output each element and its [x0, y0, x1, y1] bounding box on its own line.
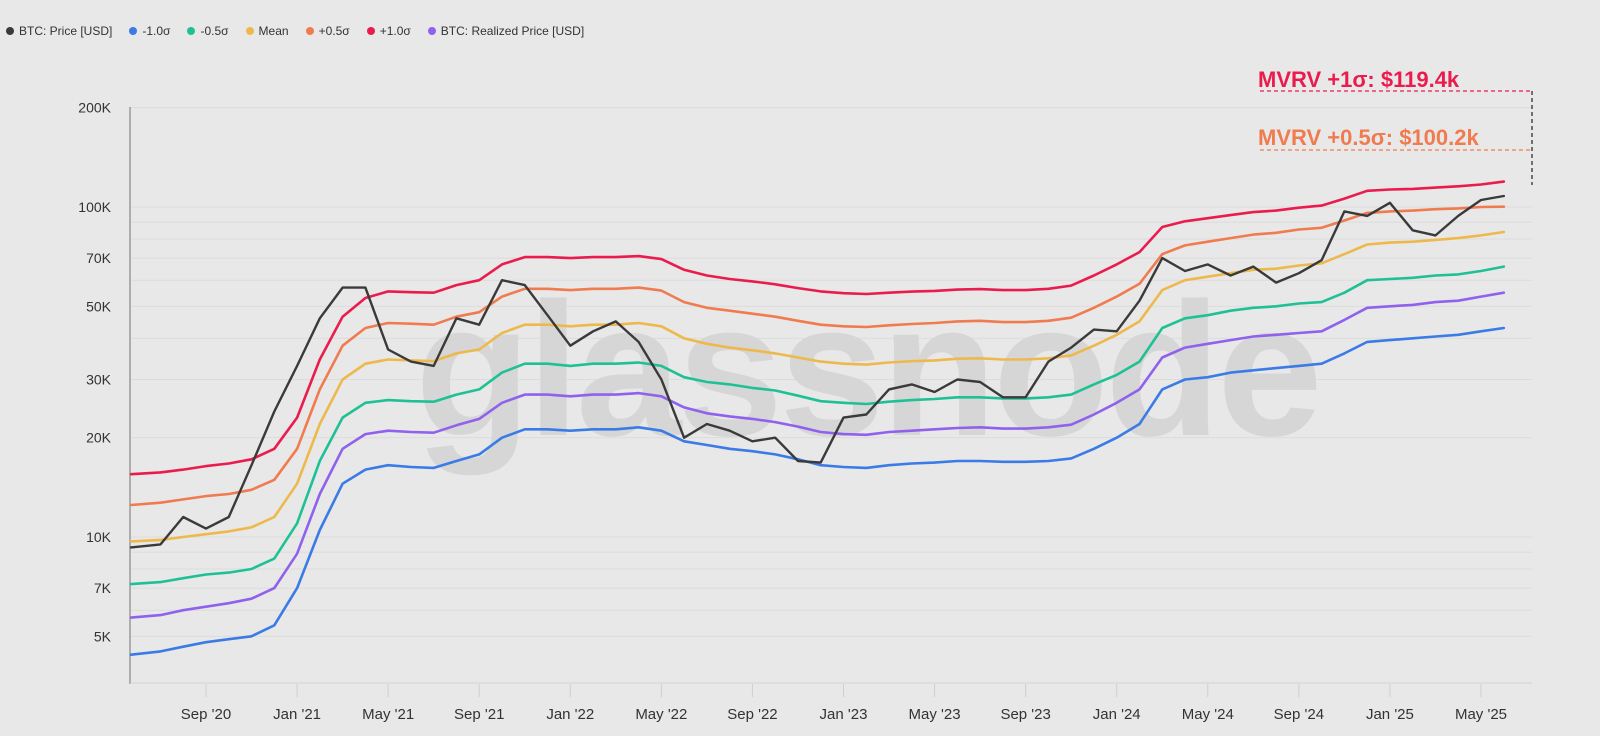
chart-legend: BTC: Price [USD] -1.0σ -0.5σ Mean +0.5σ +1.0σ… — [6, 24, 601, 38]
watermark-text: glassnode — [415, 264, 1319, 476]
x-tick-label: May '22 — [635, 706, 687, 723]
series-line-realized — [129, 291, 1506, 619]
annotation-plus1-label: MVRV +1σ: $119.4k — [1258, 67, 1460, 92]
y-axis-ticks: 200K 100K 70K 50K 30K 20K 10K 7K 5K — [78, 100, 111, 645]
legend-item-minus05[interactable]: -0.5σ — [187, 24, 229, 38]
series-line-minus1 — [129, 326, 1506, 657]
legend-dot-icon — [305, 27, 314, 35]
x-tick-label: Jan '21 — [273, 706, 321, 723]
legend-item-price[interactable]: BTC: Price [USD] — [6, 24, 112, 38]
series-line-minus05 — [129, 265, 1506, 586]
y-tick-label: 70K — [86, 250, 112, 266]
series-lines — [129, 180, 1506, 657]
series-line-plus1 — [129, 180, 1506, 476]
y-tick-label: 5K — [94, 628, 112, 644]
legend-dot-icon — [245, 27, 254, 35]
legend-item-plus05[interactable]: +0.5σ — [305, 24, 350, 38]
legend-dot-icon — [129, 27, 138, 35]
x-tick-label: Sep '20 — [181, 706, 231, 723]
y-tick-label: 100K — [78, 199, 111, 215]
legend-label: +0.5σ — [318, 24, 350, 38]
annotation-plus05: MVRV +0.5σ: $100.2k — [1258, 125, 1532, 151]
legend-label: -0.5σ — [200, 24, 229, 38]
legend-label: +1.0σ — [379, 24, 411, 38]
legend-item-minus1[interactable]: -1.0σ — [129, 24, 170, 38]
legend-item-plus1[interactable]: +1.0σ — [366, 24, 411, 38]
x-tick-label: Jan '24 — [1093, 706, 1141, 723]
x-tick-label: Jan '25 — [1366, 706, 1414, 723]
legend-label: BTC: Price [USD] — [19, 24, 113, 38]
series-line-price — [129, 194, 1506, 549]
x-tick-label: May '23 — [909, 706, 961, 723]
legend-item-realized[interactable]: BTC: Realized Price [USD] — [427, 24, 585, 38]
x-axis-ticks: Sep '20 Jan '21 May '21 Sep '21 Jan '22 May '… — [181, 684, 1507, 723]
x-tick-label: May '24 — [1182, 706, 1234, 723]
x-tick-label: May '21 — [362, 706, 414, 723]
legend-label: BTC: Realized Price [USD] — [440, 24, 585, 38]
series-line-mean — [129, 230, 1506, 543]
x-tick-label: Jan '23 — [820, 706, 868, 723]
legend-dot-icon — [366, 27, 375, 35]
y-tick-label: 30K — [86, 372, 112, 388]
x-tick-label: Sep '22 — [727, 706, 777, 723]
x-tick-label: May '25 — [1455, 706, 1507, 723]
y-tick-label: 50K — [86, 298, 112, 314]
y-gridlines — [130, 107, 1532, 637]
x-tick-label: Sep '21 — [454, 706, 504, 723]
x-tick-label: Jan '22 — [546, 706, 594, 723]
x-tick-label: Sep '24 — [1274, 706, 1324, 723]
annotation-plus1: MVRV +1σ: $119.4k — [1258, 67, 1532, 92]
y-tick-label: 200K — [78, 100, 111, 116]
legend-dot-icon — [427, 27, 436, 35]
legend-label: -1.0σ — [142, 24, 171, 38]
annotation-plus05-label: MVRV +0.5σ: $100.2k — [1258, 125, 1479, 150]
legend-item-mean[interactable]: Mean — [245, 24, 289, 38]
legend-dot-icon — [6, 27, 14, 35]
legend-label: Mean — [258, 24, 289, 38]
legend-dot-icon — [187, 27, 196, 35]
series-line-plus05 — [129, 205, 1506, 507]
y-tick-label: 7K — [94, 580, 112, 596]
y-tick-label: 10K — [86, 529, 112, 545]
x-tick-label: Sep '23 — [1000, 706, 1050, 723]
y-tick-label: 20K — [86, 430, 112, 446]
